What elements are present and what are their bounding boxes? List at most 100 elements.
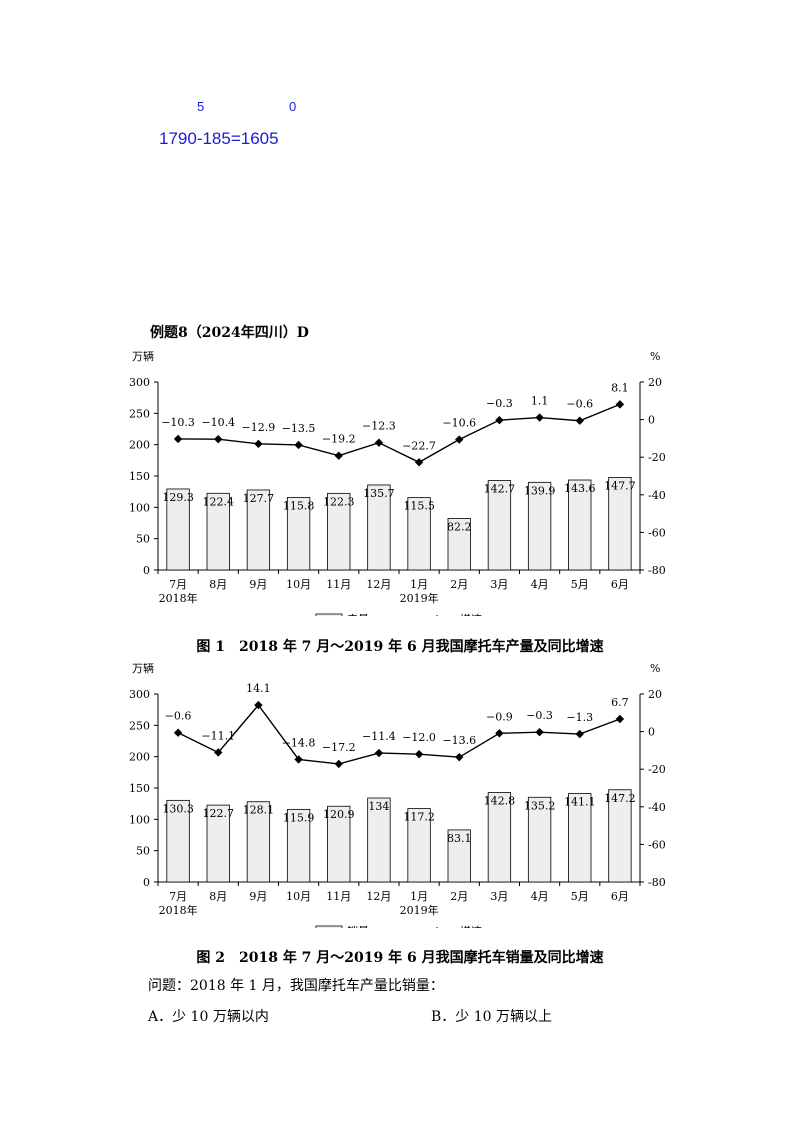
bar bbox=[407, 497, 431, 571]
x-tick-label: 10月 bbox=[286, 890, 311, 903]
left-tick-label: 300 bbox=[129, 376, 150, 389]
bar bbox=[447, 829, 471, 883]
bar-value-label: 142.8 bbox=[484, 795, 515, 808]
bar-value-label: 117.2 bbox=[403, 811, 435, 824]
growth-point bbox=[495, 729, 504, 738]
growth-point bbox=[615, 714, 625, 724]
growth-point bbox=[214, 434, 223, 444]
bar bbox=[568, 479, 592, 571]
right-tick-label: -80 bbox=[648, 564, 666, 577]
year-label: 2019年 bbox=[400, 591, 439, 605]
bar bbox=[527, 796, 552, 883]
growth-value-label: −0.9 bbox=[486, 710, 513, 723]
year-label: 2018年 bbox=[159, 903, 198, 917]
bar-value-label: 122.3 bbox=[323, 495, 355, 508]
bar-value-label: 141.1 bbox=[564, 796, 596, 809]
growth-value-label: 1.1 bbox=[531, 395, 549, 408]
growth-value-label: −11.4 bbox=[362, 730, 396, 743]
right-tick-label: -20 bbox=[648, 763, 666, 776]
right-tick-label: -40 bbox=[648, 489, 666, 502]
x-tick-label: 4月 bbox=[531, 890, 549, 903]
growth-value-label: −19.2 bbox=[322, 433, 356, 446]
bar bbox=[166, 799, 190, 883]
growth-point bbox=[535, 413, 544, 422]
legend-line-marker bbox=[436, 615, 438, 616]
left-unit-label: 万辆 bbox=[132, 661, 154, 675]
right-tick-label: 0 bbox=[648, 414, 655, 427]
growth-point bbox=[495, 415, 504, 425]
bar-value-label: 135.7 bbox=[363, 487, 395, 500]
left-tick-label: 300 bbox=[129, 688, 150, 701]
left-tick-label: 200 bbox=[129, 751, 150, 764]
x-tick-label: 11月 bbox=[326, 578, 351, 591]
growth-value-label: −10.3 bbox=[161, 416, 195, 429]
option-a[interactable]: A．少 10 万辆以内 bbox=[148, 1009, 269, 1025]
x-tick-label: 4月 bbox=[531, 578, 549, 591]
growth-value-label: −12.3 bbox=[362, 420, 396, 433]
bar bbox=[246, 801, 271, 883]
x-tick-label: 7月 bbox=[169, 578, 187, 591]
growth-point bbox=[254, 439, 263, 449]
bar bbox=[286, 808, 311, 883]
left-tick-label: 200 bbox=[129, 439, 150, 452]
left-tick-label: 100 bbox=[129, 813, 150, 826]
bar-value-label: 122.4 bbox=[203, 495, 235, 508]
bar-value-label: 143.6 bbox=[564, 482, 596, 495]
bar-value-label: 135.2 bbox=[524, 799, 556, 812]
x-tick-label: 2月 bbox=[450, 890, 468, 903]
legend-line-label: 增速 bbox=[460, 612, 482, 616]
x-tick-label: 10月 bbox=[286, 578, 311, 591]
bar bbox=[447, 518, 471, 571]
bar-value-label: 130.3 bbox=[162, 802, 194, 815]
x-tick-label: 7月 bbox=[169, 890, 187, 903]
growth-value-label: −17.2 bbox=[322, 741, 356, 754]
handwritten-digit-b: 0 bbox=[289, 99, 297, 114]
x-tick-label: 5月 bbox=[571, 890, 589, 903]
handwritten-calculation: 1790-185=1605 bbox=[159, 129, 279, 148]
bar-value-label: 147.7 bbox=[604, 479, 636, 492]
x-tick-label: 9月 bbox=[249, 890, 267, 903]
left-unit-label: 万辆 bbox=[132, 349, 154, 363]
left-tick-label: 0 bbox=[143, 876, 150, 889]
x-tick-label: 3月 bbox=[490, 578, 508, 591]
growth-value-label: −13.6 bbox=[442, 734, 476, 747]
right-tick-label: 20 bbox=[648, 376, 662, 389]
x-tick-label: 9月 bbox=[249, 578, 267, 591]
bar-value-label: 83.1 bbox=[447, 832, 472, 845]
bar bbox=[527, 481, 552, 571]
right-tick-label: -60 bbox=[648, 838, 666, 851]
bar-value-label: 139.9 bbox=[524, 484, 556, 497]
example-title: 例题8（2024年四川）D bbox=[150, 325, 309, 341]
bar-value-label: 142.7 bbox=[484, 483, 515, 496]
right-tick-label: -40 bbox=[648, 801, 666, 814]
left-tick-label: 0 bbox=[143, 564, 150, 577]
growth-value-label: −12.0 bbox=[402, 731, 436, 744]
growth-point bbox=[575, 416, 584, 425]
legend-bar-label: 销量 bbox=[347, 924, 369, 928]
growth-value-label: −0.6 bbox=[165, 710, 192, 723]
sales-chart: 万辆 %050100150200250300-80-60-40-200207月20… bbox=[129, 661, 666, 928]
bar-value-label: 122.7 bbox=[203, 807, 235, 820]
x-tick-label: 1月 bbox=[410, 578, 428, 591]
growth-point bbox=[334, 759, 343, 769]
bar bbox=[286, 497, 311, 571]
chart1-caption: 图 1 2018 年 7 月～2019 年 6 月我国摩托车产量及同比增速 bbox=[196, 639, 604, 655]
year-label: 2018年 bbox=[159, 591, 198, 605]
x-tick-label: 6月 bbox=[611, 578, 629, 591]
legend-bar-label: 产量 bbox=[347, 612, 369, 616]
growth-point bbox=[173, 728, 183, 737]
growth-value-label: −13.5 bbox=[282, 422, 316, 435]
growth-point bbox=[455, 435, 464, 444]
legend-line-marker bbox=[436, 927, 438, 928]
x-tick-label: 3月 bbox=[490, 890, 508, 903]
growth-line bbox=[178, 403, 621, 464]
right-tick-label: 0 bbox=[648, 726, 655, 739]
option-b[interactable]: B．少 10 万辆以上 bbox=[431, 1009, 553, 1025]
bar-value-label: 115.8 bbox=[283, 499, 315, 512]
growth-point bbox=[535, 727, 544, 737]
x-tick-label: 11月 bbox=[326, 890, 351, 903]
x-tick-label: 6月 bbox=[611, 890, 629, 903]
year-label: 2019年 bbox=[400, 903, 439, 917]
question-text: 问题：2018 年 1 月，我国摩托车产量比销量： bbox=[148, 978, 444, 994]
right-tick-label: -80 bbox=[648, 876, 666, 889]
